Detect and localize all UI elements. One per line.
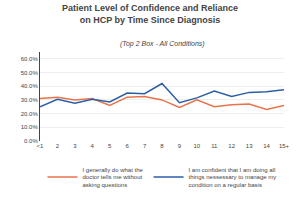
svg-text:11: 11 — [211, 143, 218, 149]
svg-text:60.0%: 60.0% — [21, 56, 39, 62]
svg-text:14: 14 — [263, 143, 270, 149]
svg-text:2: 2 — [56, 143, 60, 149]
svg-text:4: 4 — [91, 143, 95, 149]
svg-text:9: 9 — [178, 143, 182, 149]
svg-text:<1: <1 — [37, 143, 45, 149]
svg-text:12: 12 — [228, 143, 235, 149]
svg-text:50.0%: 50.0% — [21, 70, 39, 76]
svg-text:8: 8 — [160, 143, 164, 149]
svg-text:7: 7 — [143, 143, 147, 149]
svg-text:15+: 15+ — [279, 143, 290, 149]
svg-text:10.0%: 10.0% — [21, 124, 39, 130]
svg-text:6: 6 — [125, 143, 129, 149]
svg-text:5: 5 — [108, 143, 112, 149]
svg-text:I generally do what thedoctor: I generally do what thedoctor tells me w… — [83, 167, 144, 189]
svg-text:0.0%: 0.0% — [24, 138, 38, 144]
svg-text:10: 10 — [194, 143, 201, 149]
svg-text:I am confident that I am doing: I am confident that I am doing allthings… — [189, 167, 277, 189]
svg-text:3: 3 — [73, 143, 77, 149]
svg-text:Patient Level of Confidence an: Patient Level of Confidence and Reliance… — [62, 3, 238, 25]
svg-text:13: 13 — [246, 143, 253, 149]
svg-text:30.0%: 30.0% — [21, 97, 39, 103]
svg-text:(Top 2 Box - All Conditions): (Top 2 Box - All Conditions) — [120, 40, 205, 48]
svg-text:40.0%: 40.0% — [21, 83, 39, 89]
svg-text:20.0%: 20.0% — [21, 111, 39, 117]
